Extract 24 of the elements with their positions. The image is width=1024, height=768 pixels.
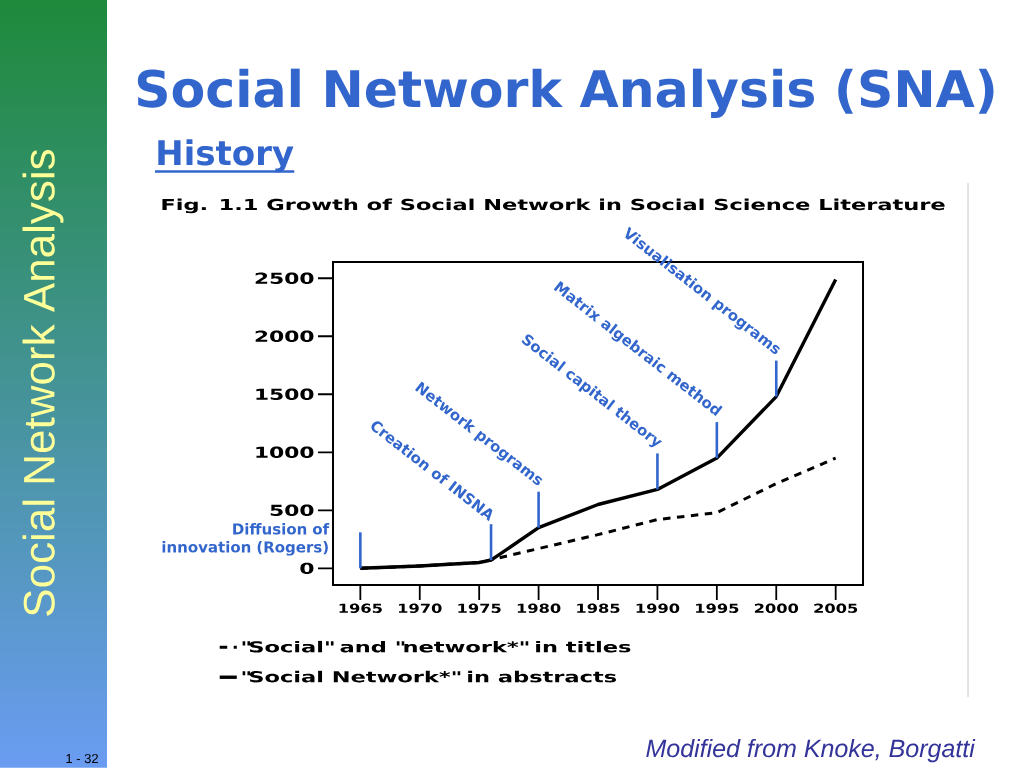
text: Social Network Analysis	[22, 149, 64, 616]
annotation: Diffusion of innovation (Rogers)	[162, 522, 330, 556]
y-tick-label: 1000	[256, 446, 314, 458]
text: 1 - 32	[66, 753, 98, 764]
x-tick-label: 2005	[814, 603, 858, 613]
x-tick-label: 1995	[696, 603, 739, 613]
chart-subtitle: History	[158, 139, 294, 173]
y-tick-label: 2000	[255, 330, 314, 342]
caption: Fig. 1.1 Growth of Social Network in Social Science Literature	[162, 198, 945, 214]
x-tick-label: 1975	[458, 603, 501, 613]
chart-title: Social Network Analysis (SNA)	[137, 68, 994, 118]
y-tick-label: 0	[300, 562, 314, 574]
text: Modified from Knoke, Borgatti	[646, 738, 976, 763]
legend-label: "Social Network*" in abstracts	[242, 670, 617, 683]
x-tick-label: 1990	[636, 603, 680, 613]
y-tick-label: 2500	[255, 272, 314, 284]
y-tick-label: 500	[270, 504, 314, 516]
x-tick-label: 1970	[398, 603, 442, 613]
y-tick-label: 1500	[256, 388, 314, 400]
x-tick-label: 1985	[577, 603, 620, 613]
legend-label: "Social" and "network*" in titles	[242, 640, 631, 653]
x-tick-label: 1965	[339, 603, 382, 613]
x-tick-label: 2000	[754, 603, 799, 613]
x-tick-label: 1980	[517, 603, 561, 613]
